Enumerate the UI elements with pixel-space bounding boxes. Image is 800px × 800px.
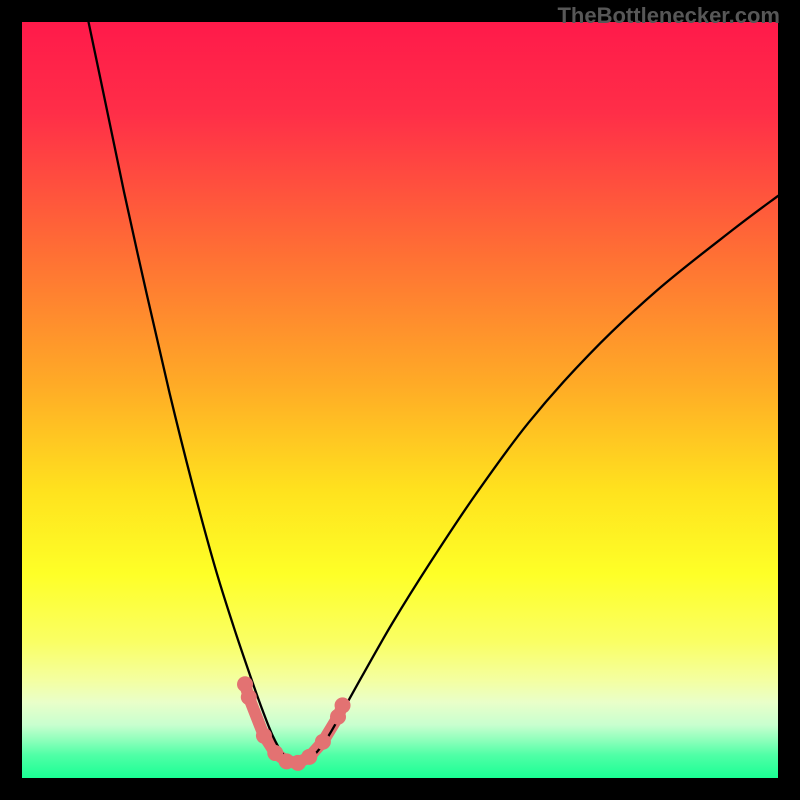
chart-frame <box>0 0 800 800</box>
curve-marker <box>241 689 257 705</box>
main-curve <box>89 22 778 764</box>
marker-connector <box>245 684 343 763</box>
watermark-text: TheBottlenecker.com <box>557 3 780 29</box>
curve-marker <box>315 734 331 750</box>
curve-marker <box>301 749 317 765</box>
chart-svg <box>22 22 778 778</box>
curve-marker <box>335 697 351 713</box>
curve-marker <box>256 728 272 744</box>
